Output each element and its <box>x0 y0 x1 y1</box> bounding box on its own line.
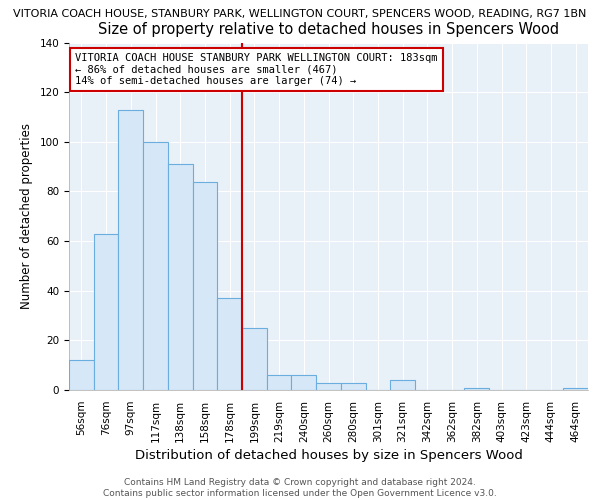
Bar <box>563 388 588 390</box>
Text: Contains HM Land Registry data © Crown copyright and database right 2024.
Contai: Contains HM Land Registry data © Crown c… <box>103 478 497 498</box>
Bar <box>193 182 217 390</box>
Bar <box>390 380 415 390</box>
Bar <box>118 110 143 390</box>
Bar <box>341 382 365 390</box>
Bar <box>316 382 341 390</box>
Bar <box>242 328 267 390</box>
Y-axis label: Number of detached properties: Number of detached properties <box>20 123 32 309</box>
Bar <box>292 375 316 390</box>
Title: Size of property relative to detached houses in Spencers Wood: Size of property relative to detached ho… <box>98 22 559 37</box>
X-axis label: Distribution of detached houses by size in Spencers Wood: Distribution of detached houses by size … <box>134 449 523 462</box>
Bar <box>143 142 168 390</box>
Bar <box>168 164 193 390</box>
Text: VITORIA COACH HOUSE, STANBURY PARK, WELLINGTON COURT, SPENCERS WOOD, READING, RG: VITORIA COACH HOUSE, STANBURY PARK, WELL… <box>13 9 587 19</box>
Bar <box>267 375 292 390</box>
Bar <box>69 360 94 390</box>
Text: VITORIA COACH HOUSE STANBURY PARK WELLINGTON COURT: 183sqm
← 86% of detached hou: VITORIA COACH HOUSE STANBURY PARK WELLIN… <box>75 53 438 86</box>
Bar <box>464 388 489 390</box>
Bar <box>94 234 118 390</box>
Bar <box>217 298 242 390</box>
